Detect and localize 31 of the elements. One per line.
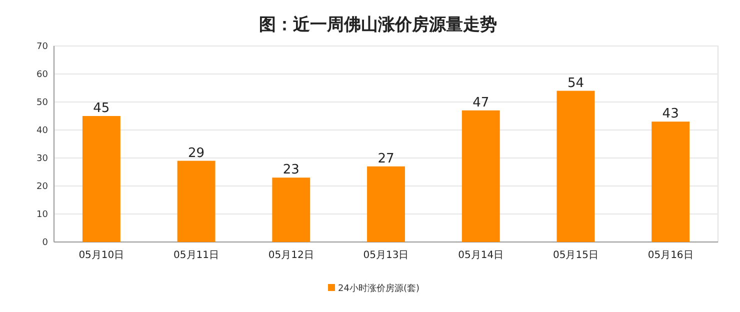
data-label: 54 — [567, 76, 584, 91]
x-tick-label: 05月14日 — [458, 250, 504, 261]
chart-title: 图：近一周佛山涨价房源量走势 — [259, 15, 497, 35]
data-label: 29 — [188, 146, 205, 161]
data-label: 23 — [282, 162, 300, 178]
bar — [367, 166, 405, 242]
x-tick-label: 05月16日 — [648, 250, 694, 261]
bar — [82, 116, 120, 242]
data-label: 47 — [472, 95, 490, 110]
y-tick-label: 30 — [36, 154, 48, 164]
y-tick-label: 0 — [42, 238, 48, 248]
y-tick-label: 60 — [36, 70, 48, 80]
x-tick-label: 05月13日 — [363, 250, 409, 261]
data-label: 27 — [378, 151, 394, 166]
legend-label: 24小时涨价房源(套) — [338, 283, 420, 294]
x-tick-label: 05月10日 — [78, 250, 124, 261]
y-tick-label: 50 — [36, 98, 48, 108]
bar — [462, 110, 500, 242]
bar — [652, 122, 690, 242]
y-tick-label: 40 — [36, 126, 48, 136]
bar — [177, 160, 216, 242]
y-tick-label: 70 — [36, 42, 48, 52]
x-tick-label: 05月15日 — [552, 250, 598, 261]
bar — [272, 178, 310, 242]
data-label: 43 — [662, 106, 679, 122]
bar — [556, 90, 595, 242]
data-label: 45 — [93, 101, 110, 116]
y-tick-label: 20 — [36, 182, 48, 192]
x-tick-label: 05月11日 — [174, 250, 220, 261]
y-tick-label: 10 — [36, 210, 48, 220]
x-tick-label: 05月12日 — [268, 250, 314, 261]
